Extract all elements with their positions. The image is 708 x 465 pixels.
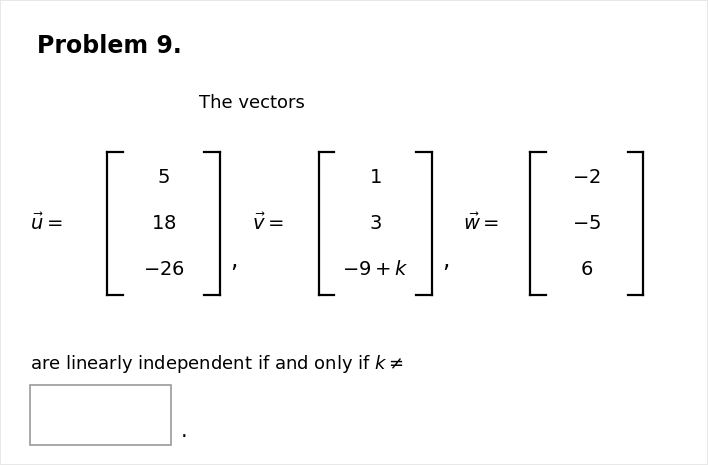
Text: $-5$: $-5$ — [572, 214, 601, 233]
Text: $-26$: $-26$ — [142, 260, 185, 279]
Text: $-9 + k$: $-9 + k$ — [342, 260, 409, 279]
Text: ,: , — [442, 248, 450, 272]
Text: $\vec{u} =$: $\vec{u} =$ — [30, 213, 62, 234]
Text: $\vec{v} =$: $\vec{v} =$ — [252, 213, 283, 234]
Text: $1$: $1$ — [369, 167, 382, 186]
FancyBboxPatch shape — [30, 385, 171, 445]
Text: The vectors: The vectors — [199, 94, 304, 112]
Text: $-2$: $-2$ — [572, 167, 601, 186]
Text: $5$: $5$ — [157, 167, 170, 186]
Text: .: . — [181, 420, 188, 440]
Text: $18$: $18$ — [151, 214, 176, 233]
Text: are linearly independent if and only if $k \neq$: are linearly independent if and only if … — [30, 352, 403, 375]
Text: $3$: $3$ — [369, 214, 382, 233]
Text: $6$: $6$ — [580, 260, 593, 279]
Text: $\vec{w} =$: $\vec{w} =$ — [463, 213, 499, 234]
Text: ,: , — [231, 248, 238, 272]
Text: Problem 9.: Problem 9. — [37, 34, 181, 58]
